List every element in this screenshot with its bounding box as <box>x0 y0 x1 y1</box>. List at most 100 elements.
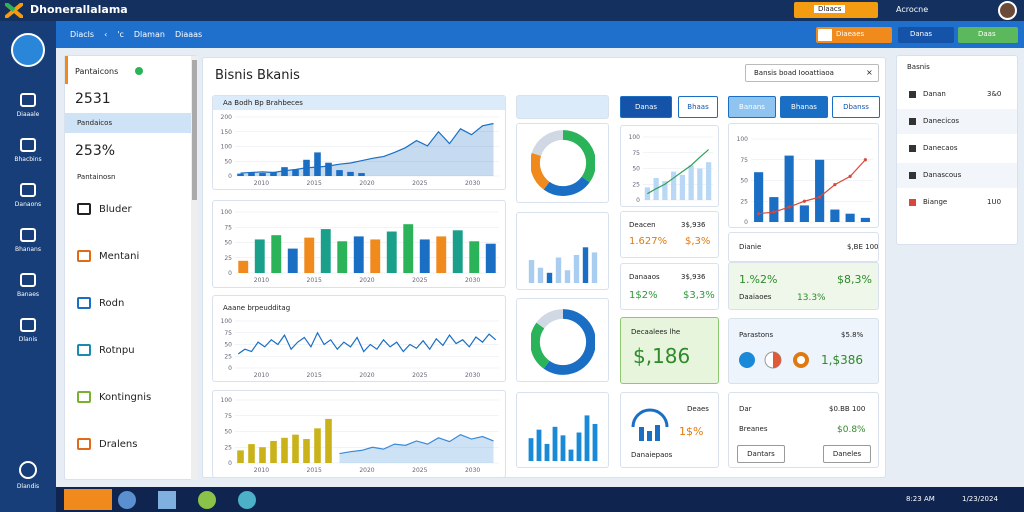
bar <box>536 429 542 461</box>
bar <box>564 270 571 283</box>
avatar[interactable] <box>998 1 1017 20</box>
user-name: Acrocne <box>896 5 929 14</box>
item-icon <box>77 344 91 356</box>
bar <box>799 205 809 222</box>
start-button[interactable] <box>64 489 112 510</box>
y-tick-label: 25 <box>224 353 232 360</box>
alert-button[interactable]: Dlaacs <box>794 2 878 18</box>
card-icons <box>739 351 809 369</box>
search-input[interactable]: Diaeaes <box>816 27 892 43</box>
card: 0 25 50 75 100 <box>620 125 719 207</box>
bar <box>576 432 582 461</box>
sidebar-label: Bhanans <box>14 246 41 253</box>
nav-link[interactable]: 'c <box>117 30 124 39</box>
bar <box>706 162 712 200</box>
taskbar-icon[interactable] <box>238 491 256 509</box>
bar <box>303 439 310 463</box>
sidebar-icon <box>20 138 36 152</box>
bar <box>320 229 331 273</box>
list-label: Danecicos <box>923 117 959 125</box>
alert-button-label: Dlaacs <box>814 5 846 13</box>
bar <box>314 428 321 463</box>
card-button[interactable]: Daneles <box>823 445 871 463</box>
tab[interactable]: Bhaas <box>678 96 718 118</box>
sidebar-icon <box>20 183 36 197</box>
card-button[interactable]: Dantars <box>737 445 785 463</box>
panel-heading: Basnis <box>907 63 930 71</box>
list-label: Biange <box>923 198 948 206</box>
list-value: 1U0 <box>987 198 1002 206</box>
card: Aa Bodh Bp Brahbeces 0 50 100 150 200 2010 2015… <box>212 95 506 190</box>
y-tick-label: 25 <box>224 255 232 262</box>
x-tick-label: 2025 <box>412 277 427 284</box>
logo <box>5 3 23 18</box>
donut-segment <box>562 130 595 183</box>
tab[interactable]: Banans <box>728 96 776 118</box>
stat-value: $,BE 100 <box>847 243 879 251</box>
bar <box>237 450 244 463</box>
bar <box>582 247 589 283</box>
bar <box>528 260 535 283</box>
sidebar-icon <box>20 93 36 107</box>
card <box>516 298 609 382</box>
primary-button[interactable]: Danas <box>898 27 954 43</box>
panel-item: Bluder <box>99 204 132 215</box>
success-button[interactable]: Daas <box>958 27 1018 43</box>
donut-segment <box>536 309 564 329</box>
y-tick-label: 100 <box>629 134 641 141</box>
bar <box>769 197 779 222</box>
main-title: Bisnis Bkanis <box>215 68 300 83</box>
bar <box>555 257 562 283</box>
stat-label: Deacen <box>629 221 656 229</box>
y-tick-label: 0 <box>228 460 232 467</box>
taskbar-icon[interactable] <box>198 491 216 509</box>
search-value: Diaeaes <box>836 30 865 38</box>
card <box>516 212 609 290</box>
nav-link[interactable]: Dlaman <box>133 30 165 39</box>
nav-link[interactable]: ‹ <box>104 30 108 39</box>
taskbar-icon[interactable] <box>158 491 176 509</box>
bar <box>292 169 299 176</box>
taskbar-icon[interactable] <box>118 491 136 509</box>
bar <box>254 239 265 273</box>
bar <box>337 241 348 273</box>
list-icon <box>909 172 916 179</box>
list-row <box>897 163 1017 188</box>
y-tick-label: 75 <box>224 224 232 231</box>
sidebar-icon <box>20 228 36 242</box>
bar <box>584 415 590 461</box>
bar <box>370 239 381 273</box>
y-tick-label: 0 <box>228 270 232 277</box>
stat-label: Danaaos <box>629 273 660 281</box>
nav-link[interactable]: Diaaas <box>174 30 203 39</box>
tab[interactable]: Dbanss <box>832 96 880 118</box>
sidebar-label: Diaaale <box>16 111 40 118</box>
list-icon <box>909 118 916 125</box>
panel-item: Kontingnis <box>99 392 152 403</box>
x-tick-label: 2010 <box>254 180 269 187</box>
line <box>237 331 497 355</box>
x-tick-label: 2020 <box>359 372 374 379</box>
main-search[interactable]: Bansis boad Iooattiaoa × <box>745 64 879 82</box>
card: Dianie $,BE 100 <box>728 232 879 262</box>
y-tick-label: 0 <box>228 173 232 180</box>
date: 1/23/2024 <box>962 495 998 503</box>
list-row <box>897 109 1017 134</box>
bar <box>754 172 764 222</box>
y-tick-label: 25 <box>632 181 640 188</box>
tab[interactable]: Danas <box>620 96 672 118</box>
chart: 0 25 50 75 100 2010 2015 2020 2025 2030 <box>221 397 499 474</box>
tab[interactable]: Bhanas <box>780 96 828 118</box>
nav-link[interactable]: Diacls <box>70 30 95 39</box>
x-tick-label: 2025 <box>412 372 427 379</box>
search-placeholder: Bansis boad Iooattiaoa <box>754 69 834 77</box>
stat-label: Daaiaoes <box>739 293 772 301</box>
bar <box>860 217 870 222</box>
donut-segment <box>543 309 595 375</box>
y-tick-label: 100 <box>737 136 749 143</box>
item-icon <box>77 297 91 309</box>
stat-value: 1$% <box>679 425 704 438</box>
x-tick-label: 2015 <box>307 467 322 474</box>
bar <box>845 213 855 222</box>
